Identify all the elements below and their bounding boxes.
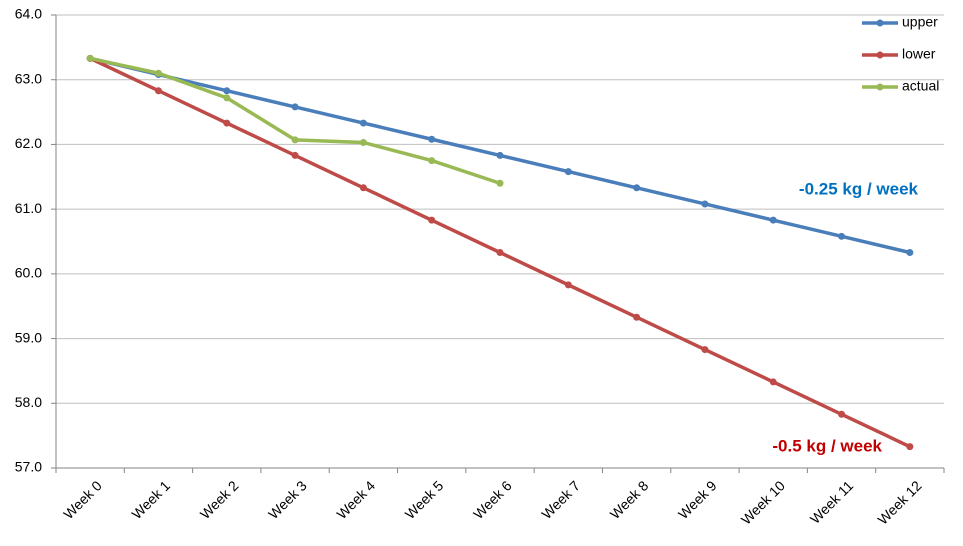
point [633, 184, 641, 192]
point [496, 179, 504, 187]
legend-label: upper [902, 14, 938, 30]
point [496, 249, 504, 257]
series-line [89, 56, 501, 185]
point [769, 216, 777, 224]
point [906, 249, 914, 257]
legend-marker [876, 19, 884, 27]
point [564, 281, 572, 289]
x-tick-label: Week 5 [402, 477, 447, 522]
x-tick-label: Week 2 [197, 477, 242, 522]
point [769, 378, 777, 386]
point [838, 410, 846, 418]
point [564, 168, 572, 176]
y-tick-label: 60.0 [15, 265, 42, 281]
point [291, 136, 299, 144]
x-tick-label: Week 0 [60, 477, 105, 522]
point [838, 232, 846, 240]
y-tick-label: 63.0 [15, 70, 42, 86]
point [496, 151, 504, 159]
x-tick-label: Week 6 [470, 477, 515, 522]
point [633, 313, 641, 321]
x-tick-label: Week 10 [738, 477, 788, 527]
point [154, 87, 162, 95]
point [701, 346, 709, 354]
legend-label: actual [902, 78, 939, 94]
legend-marker [876, 51, 884, 59]
x-tick-label: Week 7 [538, 477, 583, 522]
point [154, 69, 162, 77]
x-tick-label: Week 4 [333, 477, 378, 522]
x-tick-label: Week 8 [607, 477, 652, 522]
point [223, 119, 231, 127]
point [701, 200, 709, 208]
y-tick-label: 57.0 [15, 459, 42, 475]
point [906, 443, 914, 451]
y-tick-label: 61.0 [15, 200, 42, 216]
point [428, 216, 436, 224]
point [359, 119, 367, 127]
legend-marker [876, 83, 884, 91]
point [86, 54, 94, 62]
point [291, 103, 299, 111]
point [223, 87, 231, 95]
x-tick-label: Week 12 [874, 477, 924, 527]
x-tick-label: Week 1 [128, 477, 173, 522]
y-tick-label: 62.0 [15, 135, 42, 151]
y-tick-label: 58.0 [15, 394, 42, 410]
point [291, 151, 299, 159]
y-tick-label: 59.0 [15, 329, 42, 345]
annotation: -0.5 kg / week [772, 436, 882, 455]
point [359, 184, 367, 192]
x-tick-label: Week 11 [807, 477, 857, 527]
point [428, 157, 436, 165]
y-tick-label: 64.0 [15, 6, 42, 22]
point [359, 138, 367, 146]
x-tick-label: Week 9 [675, 477, 720, 522]
point [223, 94, 231, 102]
legend-label: lower [902, 46, 936, 62]
x-tick-label: Week 3 [265, 477, 310, 522]
point [428, 135, 436, 143]
annotation: -0.25 kg / week [799, 179, 919, 198]
